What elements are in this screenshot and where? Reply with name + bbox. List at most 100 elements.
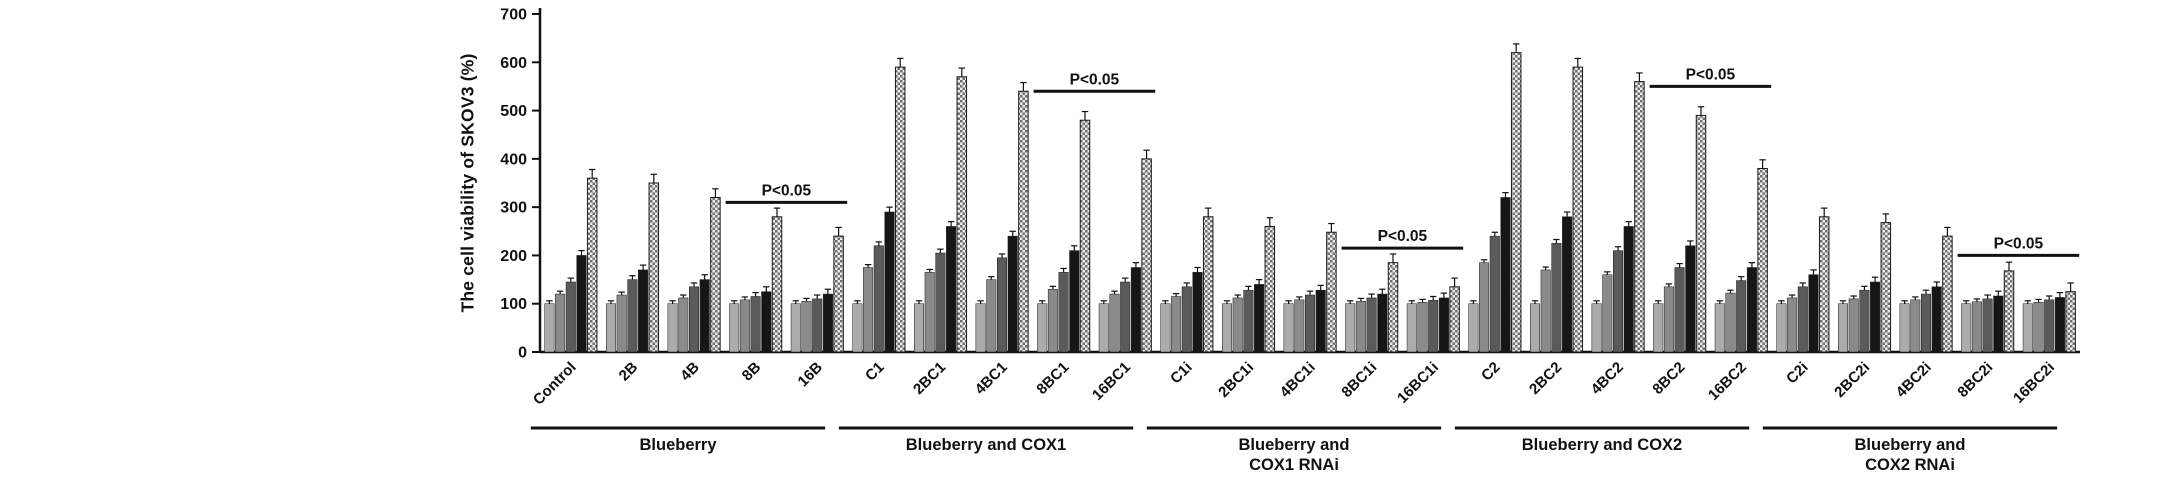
bar bbox=[1345, 303, 1356, 353]
bar bbox=[884, 211, 895, 353]
x-category-label: 2BC1 bbox=[910, 359, 949, 398]
bar bbox=[1007, 235, 1018, 353]
bar bbox=[1993, 295, 2004, 353]
bar bbox=[1725, 292, 1736, 353]
bar bbox=[1171, 296, 1182, 353]
bar bbox=[986, 279, 997, 353]
bar bbox=[1468, 303, 1479, 353]
bar bbox=[790, 303, 801, 353]
bar bbox=[555, 293, 566, 353]
bar bbox=[997, 257, 1007, 353]
bar bbox=[710, 196, 721, 353]
bar bbox=[975, 303, 986, 353]
bar bbox=[699, 279, 710, 353]
y-tick-label: 700 bbox=[500, 7, 527, 24]
bar bbox=[667, 303, 678, 353]
bar bbox=[1438, 297, 1449, 353]
bar bbox=[956, 76, 968, 353]
bar bbox=[1870, 281, 1881, 353]
group-label: Blueberry and COX1 bbox=[906, 436, 1066, 454]
bar bbox=[1562, 216, 1573, 353]
bar bbox=[638, 269, 649, 353]
bar bbox=[1202, 216, 1214, 353]
bar bbox=[1366, 297, 1377, 353]
bar bbox=[863, 267, 874, 353]
bar bbox=[852, 303, 863, 353]
bar bbox=[1757, 168, 1768, 353]
bar bbox=[1746, 267, 1757, 353]
bar bbox=[1653, 303, 1664, 353]
bar bbox=[1602, 274, 1613, 353]
x-category-label: 8BC1 bbox=[1033, 359, 1072, 398]
bar bbox=[833, 235, 844, 353]
bar bbox=[1181, 286, 1192, 353]
bar bbox=[1479, 262, 1490, 353]
bar bbox=[1736, 280, 1747, 353]
bar bbox=[1921, 293, 1931, 353]
y-tick-label: 100 bbox=[500, 296, 527, 313]
x-category-label: 8BC2i bbox=[1954, 359, 1996, 401]
x-category-label: 4BC2 bbox=[1588, 359, 1627, 398]
x-category-label: 4BC1 bbox=[972, 359, 1011, 398]
group-label: COX2 RNAi bbox=[1865, 456, 1955, 474]
bar bbox=[2022, 303, 2033, 353]
bar bbox=[1018, 90, 1029, 353]
x-category-label: 16BC1 bbox=[1089, 359, 1134, 404]
y-tick-label: 600 bbox=[500, 55, 527, 72]
bar bbox=[1510, 52, 1522, 353]
significance-label: P<0.05 bbox=[1686, 66, 1736, 83]
bar bbox=[1674, 267, 1685, 353]
bar bbox=[1714, 303, 1725, 353]
x-category-label: 8BC2 bbox=[1649, 359, 1688, 398]
x-category-label: 16B bbox=[795, 359, 827, 391]
significance-label: P<0.05 bbox=[1070, 71, 1120, 88]
significance-label: P<0.05 bbox=[1378, 228, 1428, 245]
x-category-label: 8BC1i bbox=[1338, 359, 1380, 401]
bar bbox=[1982, 298, 1993, 353]
bar bbox=[1130, 267, 1141, 353]
bar bbox=[750, 296, 761, 353]
bar bbox=[1109, 293, 1120, 353]
bar bbox=[873, 245, 884, 353]
bar bbox=[1942, 235, 1953, 353]
bar bbox=[2033, 302, 2044, 353]
bar bbox=[1961, 303, 1972, 353]
bar bbox=[761, 291, 772, 353]
bar bbox=[1141, 158, 1152, 353]
x-category-label: C2 bbox=[1478, 359, 1504, 385]
bar bbox=[1910, 299, 1921, 353]
bar bbox=[586, 177, 598, 353]
group-label: Blueberry and bbox=[1855, 436, 1966, 454]
y-tick-label: 200 bbox=[500, 248, 527, 265]
bar bbox=[1880, 222, 1892, 353]
bar bbox=[1326, 231, 1337, 353]
bar bbox=[1838, 303, 1848, 353]
bar bbox=[544, 303, 555, 353]
bar bbox=[678, 297, 689, 353]
bar bbox=[914, 303, 924, 353]
bar bbox=[606, 303, 616, 353]
bar bbox=[1931, 286, 1942, 353]
bar bbox=[822, 293, 833, 353]
bar bbox=[1797, 286, 1808, 353]
bar bbox=[1069, 250, 1080, 353]
bar bbox=[771, 216, 783, 353]
bar bbox=[1355, 301, 1366, 353]
bar bbox=[1294, 299, 1305, 353]
bar bbox=[739, 299, 750, 353]
x-category-label: 2BC2 bbox=[1526, 359, 1565, 398]
bar bbox=[1489, 235, 1500, 353]
bar bbox=[1540, 269, 1551, 353]
bar bbox=[1500, 197, 1511, 353]
bar bbox=[627, 279, 638, 353]
bar bbox=[1623, 226, 1634, 353]
x-category-label: 8B bbox=[739, 359, 765, 385]
bar bbox=[616, 294, 627, 353]
significance-label: P<0.05 bbox=[762, 182, 812, 199]
x-category-label: 2BC1i bbox=[1215, 359, 1257, 401]
bar bbox=[1417, 302, 1428, 353]
group-label: COX1 RNAi bbox=[1249, 456, 1339, 474]
bar bbox=[576, 255, 587, 353]
bar bbox=[1192, 272, 1203, 353]
